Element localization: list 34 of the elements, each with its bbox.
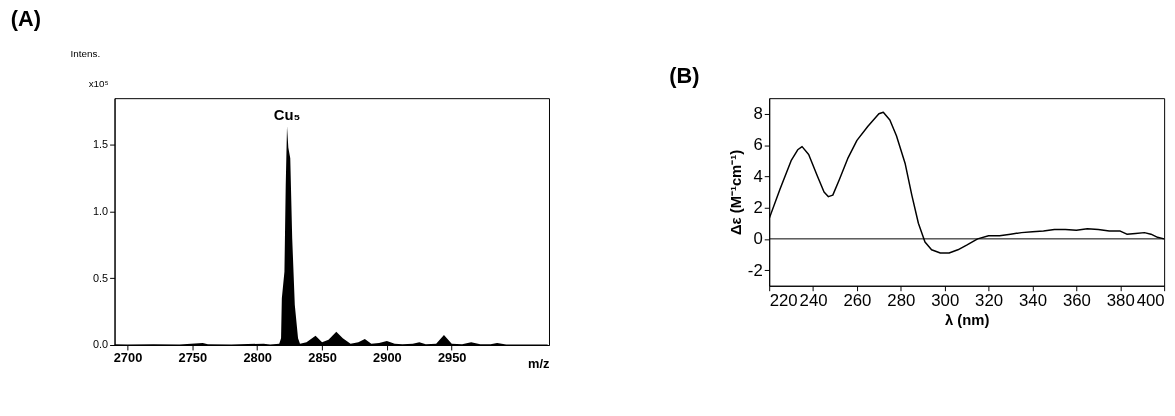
y-tick-label: 4 [753,166,763,186]
chart-title: (A) [10,6,42,32]
y-tick-label: 6 [753,135,763,155]
y-tick-label: 0.0 [93,338,109,351]
annotation: Cu₅ [273,106,301,123]
y-tick-label: 0 [753,229,763,249]
x-tick-label: 400 [1136,291,1165,311]
x-tick-label: 240 [799,291,828,311]
y-tick-label: 0.5 [93,271,109,284]
y-axis-title: Δε (M⁻¹cm⁻¹) [727,149,744,236]
y-tick-label: 1.5 [93,138,109,151]
x-tick-label: 320 [975,291,1004,311]
chart-title: (B) [669,63,700,89]
x-tick-label: 2800 [243,350,272,366]
x-tick-label: 300 [931,291,960,311]
x-tick-label: 2900 [373,350,402,366]
x-tick-label: 260 [843,291,872,311]
x-tick-label: 380 [1106,291,1135,311]
text: x10⁵ [88,78,109,90]
x-tick-label: 360 [1062,291,1091,311]
x-tick-label: 2700 [113,350,143,366]
y-axis-title: Intens. [70,48,101,60]
x-axis-title: λ (nm) [944,311,990,328]
x-tick-label: 280 [887,291,916,311]
y-tick-label: 8 [753,104,763,124]
x-axis-title: m/z [528,356,550,372]
x-tick-label: 220 [769,291,798,311]
y-tick-label: 1.0 [93,205,109,218]
x-tick-label: 2750 [178,350,208,366]
x-tick-label: 2850 [308,350,337,366]
x-tick-label: 2950 [437,350,467,366]
y-tick-label: -2 [747,260,763,280]
y-tick-label: 2 [753,198,763,218]
x-tick-label: 340 [1018,291,1047,311]
